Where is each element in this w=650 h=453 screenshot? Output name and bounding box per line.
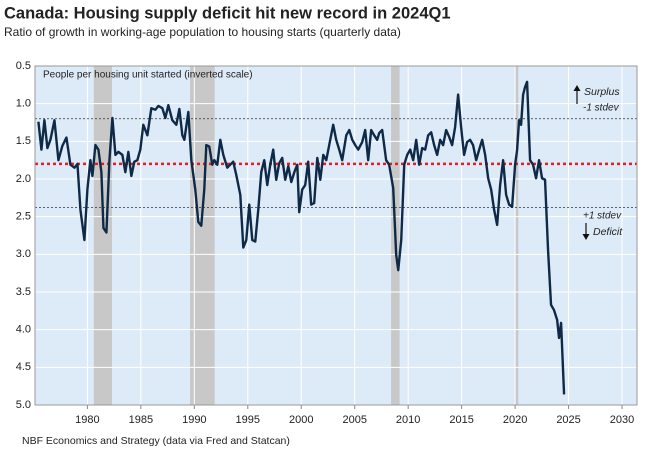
x-tick-label: 2015: [449, 414, 473, 426]
x-tick-label: 2005: [342, 414, 366, 426]
x-tick-label: 1995: [236, 414, 260, 426]
data-line: [37, 80, 566, 395]
surplus-label: Surplus: [584, 86, 620, 98]
source-note: NBF Economics and Strategy (data via Fre…: [22, 435, 290, 447]
x-tick-label: 2030: [610, 414, 634, 426]
x-tick-label: 1980: [75, 414, 99, 426]
y-tick-label: 5.0: [16, 399, 31, 411]
stdev-label: -1 stdev: [583, 103, 620, 114]
recession-shade: [190, 66, 215, 405]
x-tick-label: 2000: [289, 414, 313, 426]
y-tick-label: 2.5: [16, 211, 31, 223]
y-tick-label: 0.5: [16, 60, 31, 72]
stdev-label: +1 stdev: [583, 211, 622, 222]
deficit-label: Deficit: [593, 226, 623, 238]
axis-note: People per housing unit started (inverte…: [43, 70, 253, 81]
x-tick-label: 1985: [129, 414, 153, 426]
plot-border: [34, 65, 638, 406]
x-tick-label: 2010: [396, 414, 420, 426]
x-tick-label: 2025: [556, 414, 580, 426]
deficit-arrowhead: [582, 234, 590, 240]
chart-title: Canada: Housing supply deficit hit new r…: [4, 4, 451, 22]
x-tick-label: 2020: [503, 414, 527, 426]
recession-shade: [93, 66, 112, 405]
y-tick-label: 1.5: [16, 135, 31, 147]
y-tick-label: 1.0: [16, 98, 31, 110]
y-tick-label: 2.0: [16, 173, 31, 185]
surplus-arrowhead: [573, 85, 581, 91]
chart-subtitle: Ratio of growth in working-age populatio…: [4, 25, 401, 39]
y-tick-label: 3.5: [16, 286, 31, 298]
plot-area: [35, 66, 637, 405]
x-tick-label: 1990: [182, 414, 206, 426]
y-tick-label: 4.0: [16, 324, 31, 336]
y-tick-label: 4.5: [16, 361, 31, 373]
recession-shade: [515, 66, 519, 405]
y-tick-label: 3.0: [16, 248, 31, 260]
